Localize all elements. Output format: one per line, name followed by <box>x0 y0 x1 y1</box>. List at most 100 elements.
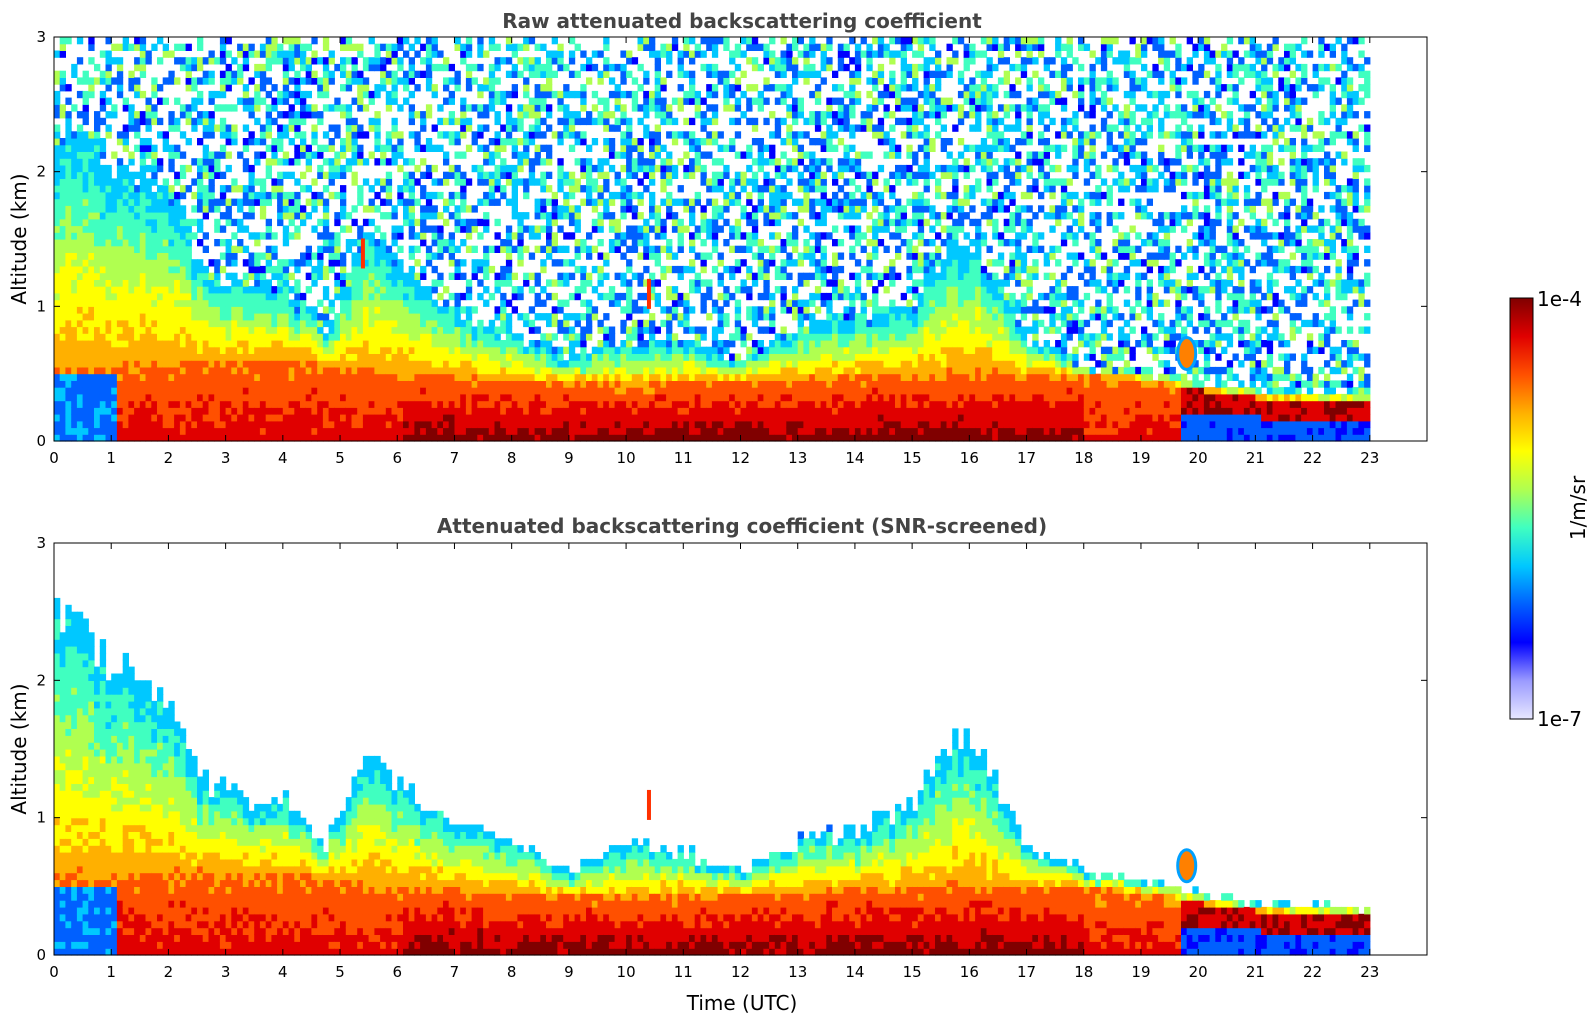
heatmap-cell <box>122 306 129 314</box>
heatmap-cell <box>334 131 341 139</box>
heatmap-cell <box>666 70 673 78</box>
heatmap-cell <box>500 366 507 375</box>
heatmap-cell <box>174 272 181 280</box>
heatmap-cell <box>666 178 673 186</box>
heatmap-cell <box>649 138 656 146</box>
heatmap-cell <box>225 414 232 422</box>
heatmap-cell <box>580 279 587 287</box>
heatmap-cell <box>54 218 61 227</box>
heatmap-cell <box>271 373 278 381</box>
heatmap-cell <box>608 225 616 233</box>
heatmap-cell <box>265 373 272 381</box>
heatmap-cell <box>391 77 398 85</box>
heatmap-cell <box>511 171 518 179</box>
heatmap-cell <box>443 117 450 126</box>
heatmap-cell <box>197 299 204 307</box>
heatmap-cell <box>362 360 370 368</box>
heatmap-cell <box>157 346 164 354</box>
heatmap-cell <box>345 124 353 132</box>
heatmap-cell <box>465 124 473 132</box>
heatmap-cell <box>546 151 553 159</box>
heatmap-cell <box>368 37 375 45</box>
heatmap-cell <box>711 366 719 375</box>
heatmap-cell <box>597 158 604 166</box>
heatmap-cell <box>397 360 404 368</box>
heatmap-cell <box>202 144 209 152</box>
heatmap-cell <box>265 407 272 415</box>
heatmap-cell <box>443 84 450 92</box>
heatmap-cell <box>557 353 564 361</box>
heatmap-cell <box>471 434 478 442</box>
heatmap-cell <box>483 151 490 159</box>
heatmap-cell <box>259 400 267 408</box>
heatmap-cell <box>300 111 307 119</box>
heatmap-cell <box>454 225 461 233</box>
heatmap-cell <box>597 366 604 375</box>
heatmap-cell <box>403 158 410 166</box>
heatmap-cell <box>277 373 284 381</box>
heatmap-cell <box>580 272 587 280</box>
heatmap-cell <box>666 43 673 51</box>
heatmap-cell <box>254 393 261 402</box>
heatmap-cell <box>420 387 427 395</box>
heatmap-cell <box>591 286 599 294</box>
heatmap-cell <box>408 380 415 388</box>
heatmap-cell <box>65 360 72 368</box>
heatmap-cell <box>340 185 347 193</box>
heatmap-cell <box>380 57 387 65</box>
heatmap-cell <box>54 326 61 334</box>
heatmap-cell <box>145 104 152 112</box>
heatmap-cell <box>580 286 587 294</box>
heatmap-cell <box>225 400 232 408</box>
heatmap-cell <box>271 346 278 354</box>
heatmap-cell <box>523 272 530 280</box>
heatmap-cell <box>145 198 152 206</box>
heatmap-cell <box>145 117 152 126</box>
heatmap-cell <box>414 434 421 442</box>
heatmap-cell <box>626 373 633 381</box>
heatmap-cell <box>145 346 152 354</box>
heatmap-cell <box>414 70 421 78</box>
heatmap-cell <box>157 225 164 233</box>
heatmap-cell <box>145 400 152 408</box>
heatmap-cell <box>586 319 593 328</box>
heatmap-cell <box>546 239 553 247</box>
heatmap-cell <box>271 414 278 422</box>
heatmap-cell <box>540 299 547 307</box>
heatmap-cell <box>420 191 427 200</box>
heatmap-cell <box>294 70 301 78</box>
heatmap-cell <box>494 57 501 65</box>
heatmap-cell <box>391 265 398 274</box>
heatmap-cell <box>254 407 261 415</box>
heatmap-cell <box>168 306 175 314</box>
heatmap-cell <box>546 420 553 429</box>
heatmap-cell <box>517 57 524 65</box>
heatmap-cell <box>380 232 387 240</box>
heatmap-cell <box>654 131 661 139</box>
heatmap-cell <box>420 117 427 126</box>
heatmap-cell <box>391 387 398 395</box>
heatmap-cell <box>76 286 84 294</box>
heatmap-cell <box>99 198 107 206</box>
heatmap-cell <box>54 77 61 85</box>
heatmap-cell <box>76 353 84 361</box>
heatmap-cell <box>586 420 593 429</box>
heatmap-cell <box>706 366 713 375</box>
heatmap-cell <box>111 104 118 112</box>
heatmap-cell <box>300 131 307 139</box>
heatmap-cell <box>677 272 684 280</box>
heatmap-cell <box>345 380 353 388</box>
heatmap-cell <box>340 366 347 375</box>
heatmap-cell <box>65 218 72 227</box>
heatmap-cell <box>208 333 215 341</box>
heatmap-cell <box>277 97 284 105</box>
heatmap-cell <box>443 171 450 179</box>
heatmap-cell <box>586 111 593 119</box>
heatmap-cell <box>362 353 370 361</box>
heatmap-cell <box>179 393 187 402</box>
heatmap-cell <box>328 124 335 132</box>
heatmap-cell <box>202 414 209 422</box>
heatmap-cell <box>563 393 570 402</box>
heatmap-cell <box>460 124 467 132</box>
heatmap-cell <box>425 393 433 402</box>
